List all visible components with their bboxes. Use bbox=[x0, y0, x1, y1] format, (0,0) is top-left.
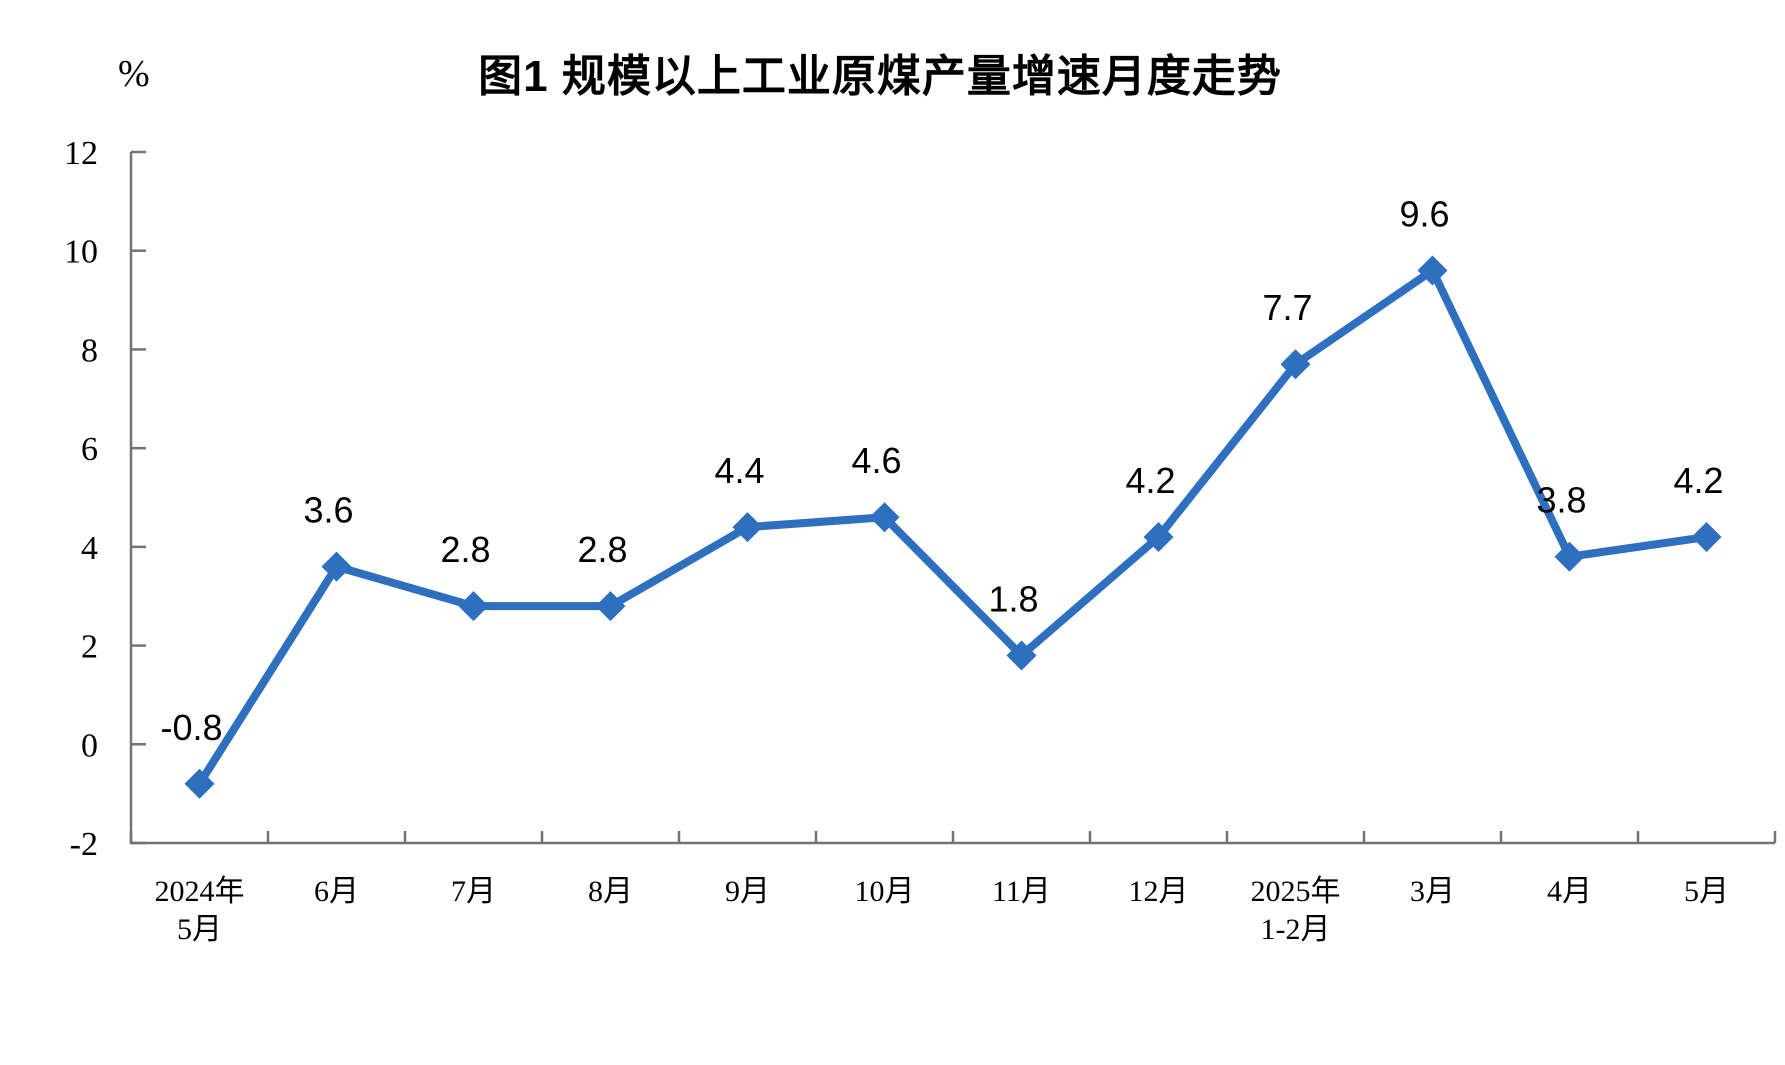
data-point-label: 4.2 bbox=[1125, 460, 1175, 501]
y-axis-tick-label: -2 bbox=[70, 826, 98, 863]
x-axis-category-label: 11月 bbox=[992, 875, 1051, 908]
data-point-marker bbox=[1006, 640, 1037, 671]
x-axis-category-label: 5月 bbox=[1684, 875, 1729, 908]
data-point-label: 2.8 bbox=[577, 529, 627, 570]
data-point-marker bbox=[1280, 349, 1311, 380]
x-axis-category-label: 6月 bbox=[314, 875, 359, 908]
y-axis-tick-label: 4 bbox=[81, 530, 98, 567]
x-axis-category-label: 8月 bbox=[588, 875, 633, 908]
y-axis-tick-label: 12 bbox=[64, 135, 98, 172]
series-line bbox=[195, 264, 1711, 788]
x-axis-category-label: 2025年 bbox=[1251, 875, 1341, 908]
data-point-marker bbox=[1554, 541, 1585, 572]
data-point-marker bbox=[184, 768, 215, 799]
x-axis-category-label: 5月 bbox=[177, 913, 222, 946]
data-point-label: 7.7 bbox=[1262, 287, 1312, 328]
x-axis-category-label: 9月 bbox=[725, 875, 770, 908]
data-point-marker bbox=[595, 591, 626, 622]
data-point-label: 3.8 bbox=[1536, 480, 1586, 521]
y-axis-unit-label: % bbox=[118, 53, 150, 95]
data-point-marker bbox=[732, 512, 763, 543]
y-axis-tick-label: 2 bbox=[81, 629, 98, 666]
x-axis-category-label: 7月 bbox=[451, 875, 496, 908]
y-axis-tick-label: 6 bbox=[81, 431, 98, 468]
x-axis-category-label: 3月 bbox=[1410, 875, 1455, 908]
x-axis-category-label: 10月 bbox=[855, 875, 915, 908]
y-axis-tick-label: 0 bbox=[81, 727, 98, 764]
x-axis-category-label: 4月 bbox=[1547, 875, 1592, 908]
x-axis-category-label: 12月 bbox=[1129, 875, 1189, 908]
axis-lines bbox=[129, 152, 1775, 845]
data-point-label: 4.4 bbox=[714, 450, 764, 491]
y-axis-tick-label: 10 bbox=[64, 234, 98, 271]
data-point-label: 4.2 bbox=[1673, 460, 1723, 501]
data-point-label: 3.6 bbox=[303, 490, 353, 531]
data-point-label: 9.6 bbox=[1399, 193, 1449, 234]
data-point-label: 4.6 bbox=[851, 440, 901, 481]
x-axis-category-label: 2024年 bbox=[155, 875, 245, 908]
data-point-marker bbox=[869, 502, 900, 533]
data-point-marker bbox=[321, 551, 352, 582]
y-axis-tick-label: 8 bbox=[81, 332, 98, 369]
chart-title: 图1 规模以上工业原煤产量增速月度走势 bbox=[478, 52, 1282, 101]
data-point-label: 1.8 bbox=[988, 578, 1038, 619]
data-point-marker bbox=[458, 591, 489, 622]
data-point-marker bbox=[1417, 255, 1448, 286]
data-point-label: -0.8 bbox=[160, 707, 222, 748]
data-point-marker bbox=[1691, 521, 1722, 552]
x-axis-category-label: 1-2月 bbox=[1261, 913, 1331, 946]
data-point-marker bbox=[1143, 521, 1174, 552]
data-point-label: 2.8 bbox=[440, 529, 490, 570]
